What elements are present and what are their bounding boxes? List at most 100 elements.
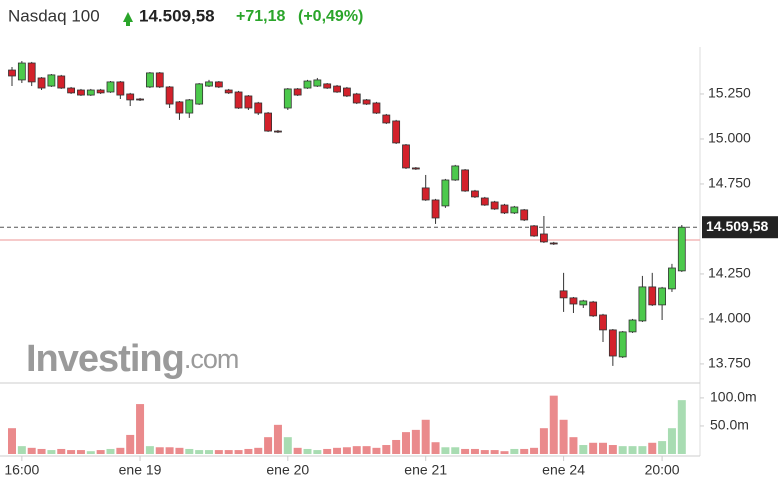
candle-body — [648, 286, 657, 306]
candle-body — [57, 75, 66, 89]
volume-bar — [17, 446, 26, 454]
y-tick-label: 14.000 — [708, 310, 751, 326]
volume-bar — [451, 447, 460, 454]
candle-body — [372, 102, 381, 114]
y-tick-label: 14.750 — [708, 175, 751, 191]
volume-bar — [136, 404, 145, 454]
candle-body — [303, 80, 312, 89]
candle-body — [638, 286, 647, 322]
candle-body — [185, 99, 194, 114]
volume-bar — [441, 447, 450, 454]
candle-body — [431, 199, 440, 219]
candle-body — [77, 89, 85, 96]
y-tick-label: 14.250 — [708, 265, 751, 281]
volume-bar — [658, 441, 667, 454]
volume-bar — [372, 447, 381, 454]
candle-body — [17, 62, 26, 81]
candle-body — [293, 88, 302, 96]
candle-body — [283, 88, 292, 109]
last-price-box — [702, 216, 778, 239]
volume-bar — [106, 448, 115, 454]
change-percent: (+0,49%) — [298, 8, 363, 25]
volume-bar — [303, 448, 312, 454]
candle-body — [264, 112, 273, 132]
candle-body — [313, 79, 322, 87]
volume-bar — [116, 447, 125, 454]
volume-bar — [234, 450, 243, 454]
volume-bar — [402, 432, 410, 454]
candle-body — [342, 87, 351, 97]
volume-bar — [264, 437, 273, 454]
candle-body — [27, 62, 36, 83]
candle-body — [411, 167, 420, 170]
candle-body — [540, 233, 548, 243]
volume-bar — [126, 434, 135, 454]
volume-bar — [648, 442, 657, 454]
candle-body — [145, 72, 154, 88]
volume-bar — [165, 447, 174, 454]
volume-bar — [352, 446, 361, 454]
candle-body — [96, 89, 105, 94]
candle-body — [224, 89, 233, 94]
candle-body — [67, 87, 75, 94]
volume-bar — [76, 450, 85, 454]
candle-body — [618, 331, 627, 358]
volume-bar — [86, 451, 95, 454]
change: +71,18 — [236, 8, 285, 25]
volume-bar — [37, 448, 46, 454]
volume-bar — [214, 450, 223, 454]
candle-body — [136, 98, 144, 101]
candle-body — [116, 81, 125, 96]
watermark-suffix: .com — [184, 344, 239, 374]
candle-body — [500, 204, 509, 214]
candle-body — [559, 290, 568, 299]
volume-bar — [677, 400, 686, 454]
volume-bar — [392, 439, 401, 454]
volume-bar — [96, 450, 105, 454]
volume-bar — [530, 447, 539, 454]
volume-bar — [145, 446, 154, 454]
volume-bar — [628, 446, 637, 454]
x-tick-label: 20:00 — [645, 462, 680, 478]
candle-body — [175, 101, 184, 114]
volume-bar — [224, 450, 233, 454]
volume-bar — [608, 445, 617, 454]
x-tick-label: ene 20 — [266, 462, 309, 478]
volume-bar — [579, 445, 588, 454]
candle-body — [86, 89, 95, 96]
candle-body — [362, 99, 371, 105]
volume-bar — [559, 419, 568, 454]
x-tick-label: ene 21 — [404, 462, 447, 478]
candle-body — [244, 95, 253, 109]
candle-body — [677, 226, 686, 272]
watermark: Investing.com — [26, 338, 238, 380]
candle-body — [106, 81, 115, 93]
candle-body — [254, 102, 263, 114]
candle-body — [333, 85, 341, 93]
volume-bar — [244, 448, 253, 454]
candle-body — [214, 81, 223, 88]
volume-bar — [254, 447, 263, 454]
volume-bar — [155, 447, 164, 454]
y-tick-label: 15.250 — [708, 85, 751, 101]
candle-body — [579, 300, 588, 306]
candle-body — [402, 144, 410, 169]
volume-bar — [461, 448, 470, 454]
x-tick-label: 16:00 — [4, 462, 39, 478]
candle-body — [323, 83, 332, 89]
index-name: Nasdaq 100 — [8, 6, 100, 25]
candle-body — [510, 206, 519, 214]
volume-bar — [273, 424, 282, 454]
candle-body — [490, 201, 499, 210]
candle-body — [658, 287, 666, 306]
volume-tick-label: 100.0m — [710, 389, 757, 405]
volume-bar — [589, 442, 598, 454]
volume-bar — [67, 450, 76, 454]
candle-body — [608, 329, 617, 357]
volume-bar — [8, 428, 16, 454]
volume-bar — [175, 447, 184, 454]
candle-body — [628, 319, 637, 333]
volume-bar — [431, 442, 440, 454]
candle-body — [8, 69, 16, 77]
